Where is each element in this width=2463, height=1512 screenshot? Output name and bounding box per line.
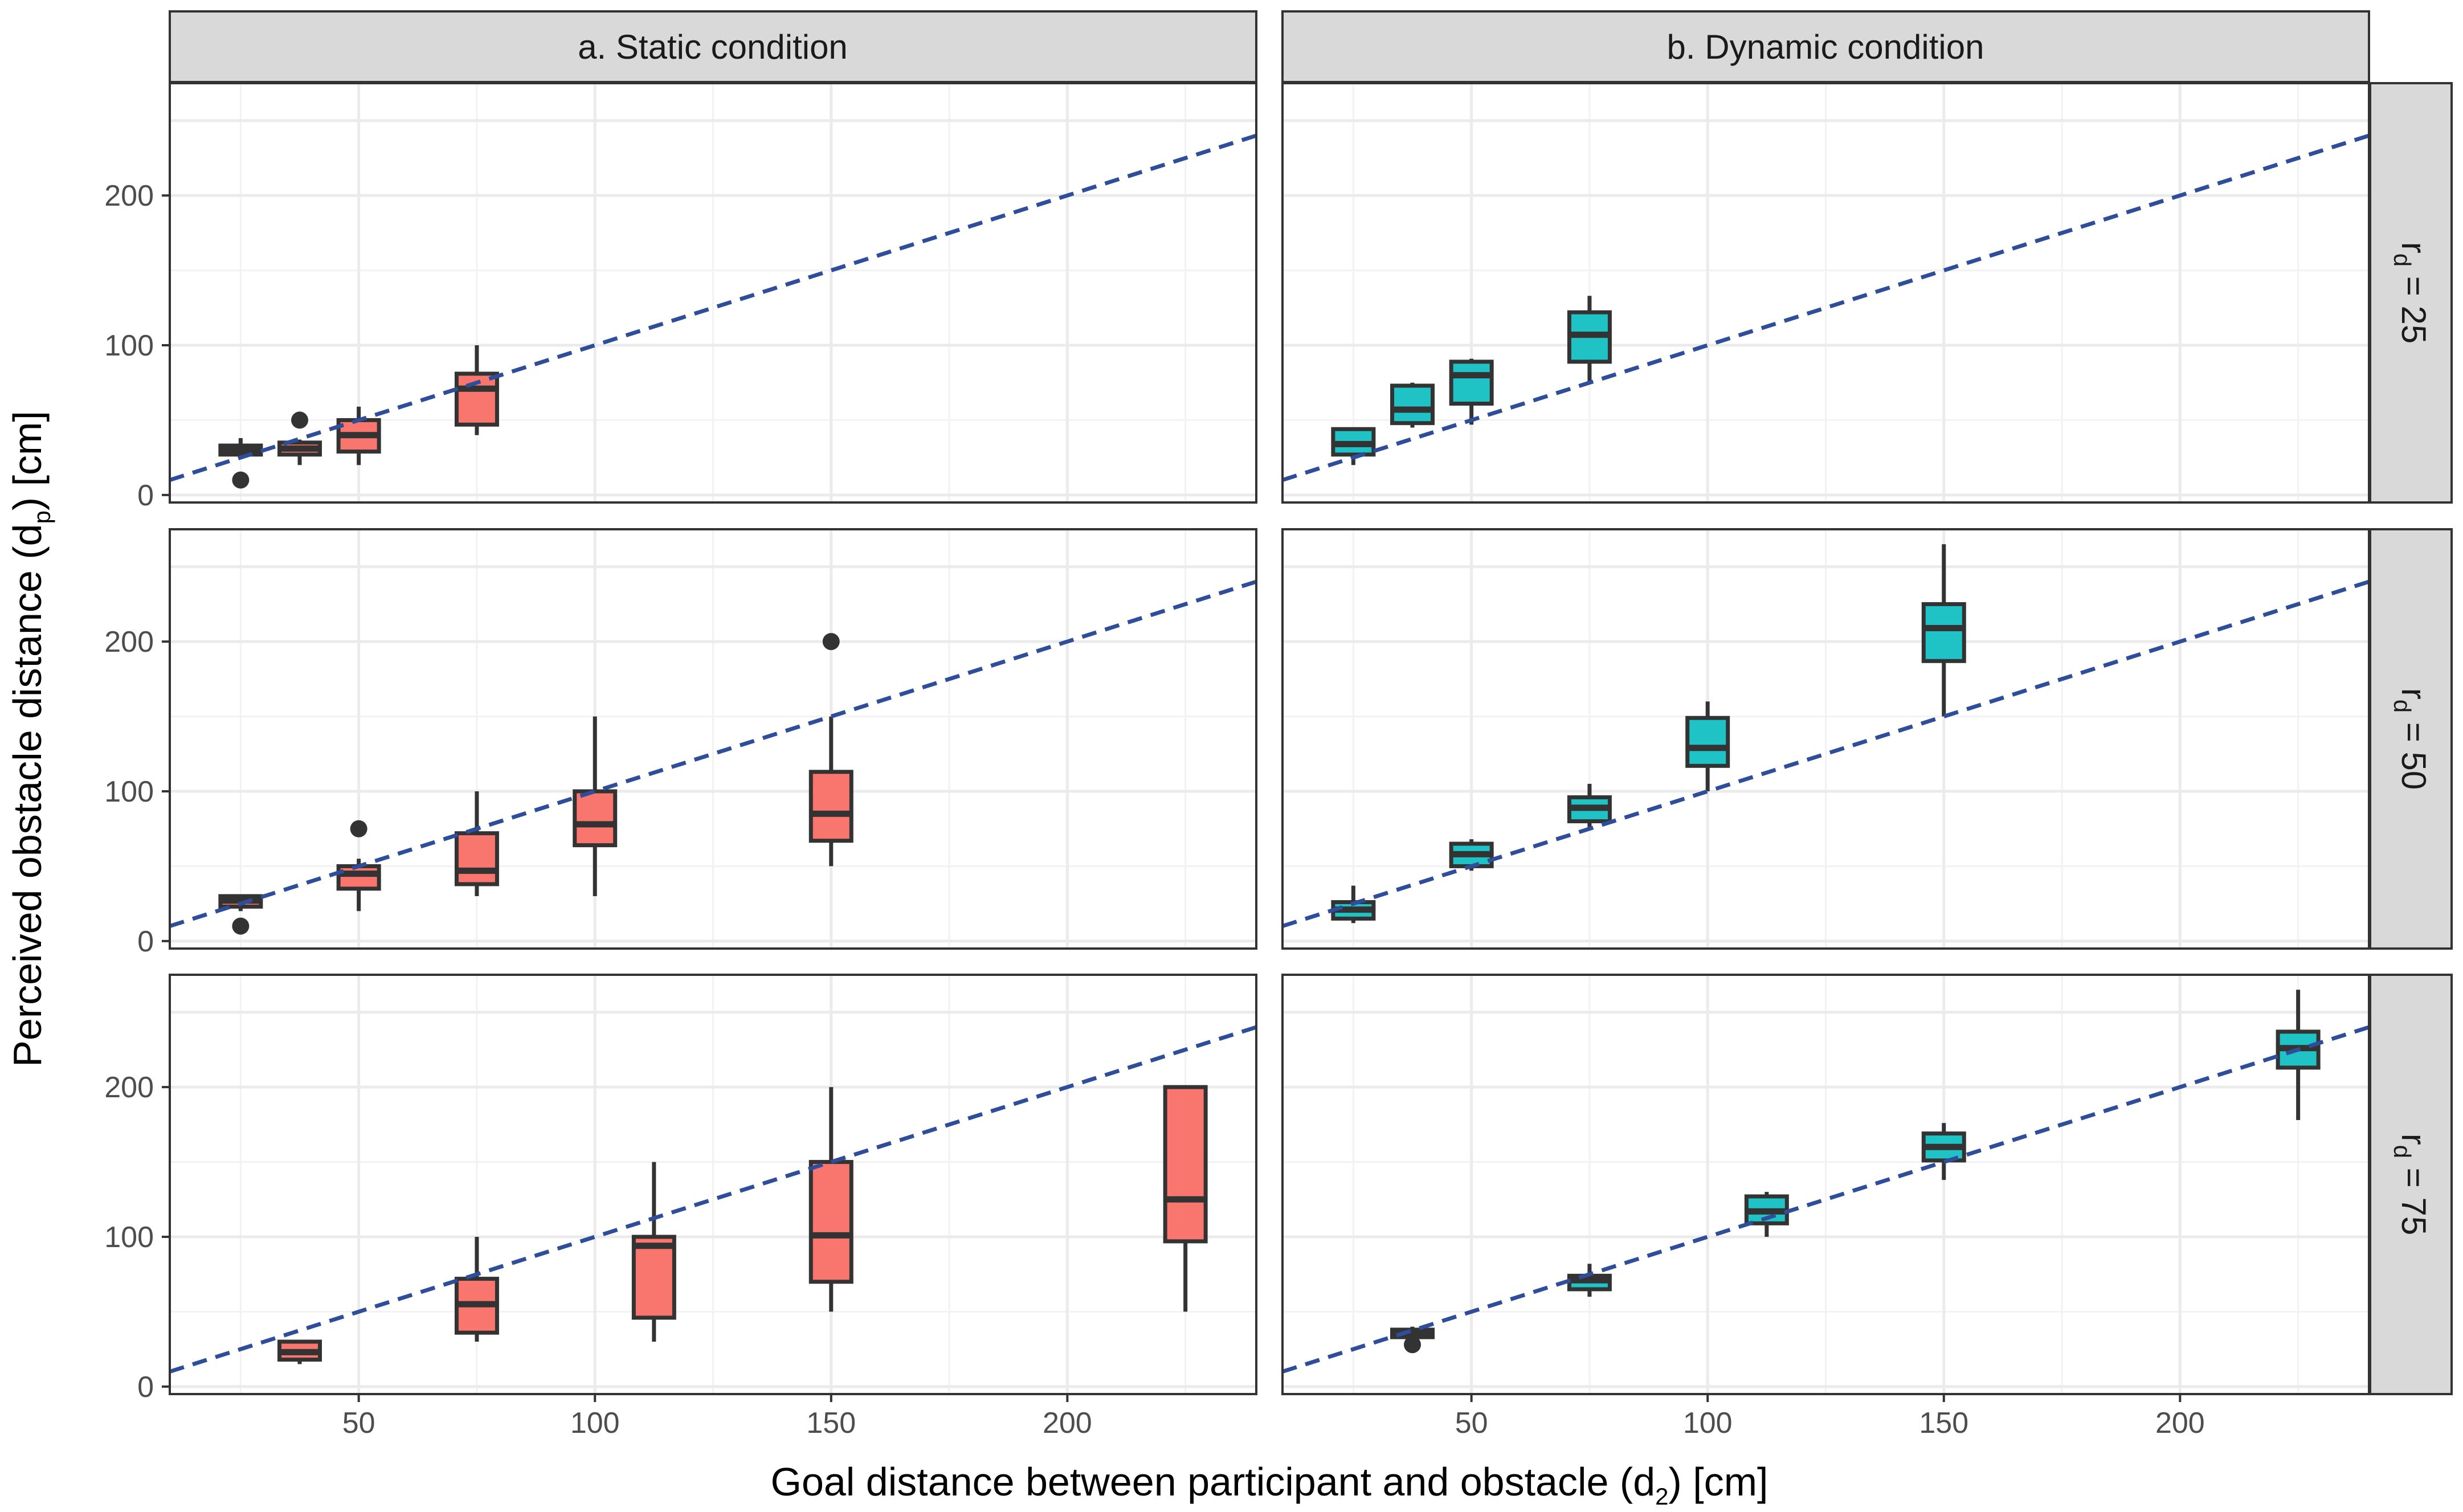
box-x-37.5 <box>277 411 322 465</box>
row-strip-rd-75: rd = 75 <box>2369 974 2453 1395</box>
box-x-75 <box>1567 1264 1612 1297</box>
column-strip-static: a. Static condition <box>169 10 1257 83</box>
y-tick-label: 0 <box>137 925 154 958</box>
row-strip-rd-50: rd = 50 <box>2369 528 2453 950</box>
box-x-150 <box>1921 544 1966 717</box>
panel-border <box>169 82 1257 504</box>
box-x-112.5 <box>631 1162 676 1342</box>
box-x-25 <box>218 894 263 935</box>
y-tick-label: 200 <box>104 626 154 659</box>
box-x-37.5 <box>277 1339 322 1364</box>
x-tick-label: 150 <box>1919 1407 1968 1440</box>
outlier-point <box>291 411 309 429</box>
x-tick-label: 100 <box>1683 1407 1733 1440</box>
y-tick-label: 100 <box>104 775 154 808</box>
panel-dynamic-rd-50 <box>1281 528 2370 950</box>
x-axis-tick-labels: 50 100 150 200 50 100 150 200 <box>342 1407 2205 1440</box>
box-x-50 <box>1449 358 1494 425</box>
box-x-100 <box>573 716 618 896</box>
box-x-50 <box>336 406 381 465</box>
box-x-225 <box>1163 1085 1208 1312</box>
y-axis-tick-labels: 0 100 200 0 100 200 0 100 200 <box>104 179 154 1404</box>
row-strip-rd-75-label: rd = 75 <box>2389 1134 2433 1235</box>
outlier-point <box>350 820 367 837</box>
x-tick-label: 200 <box>2155 1407 2205 1440</box>
outlier-point <box>232 471 250 489</box>
x-axis-title: Goal distance between participant and ob… <box>771 1460 1768 1510</box>
box-iqr <box>573 789 618 848</box>
y-tick-label: 100 <box>104 1221 154 1254</box>
x-tick-label: 100 <box>570 1407 620 1440</box>
box-iqr <box>1921 602 1966 663</box>
panel-static-rd-50 <box>162 528 1257 950</box>
box-iqr <box>1163 1085 1208 1244</box>
box-x-75 <box>454 791 499 896</box>
box-x-75 <box>1567 296 1612 383</box>
box-iqr <box>1390 383 1435 426</box>
outlier-point <box>822 633 840 651</box>
box-iqr <box>631 1235 676 1320</box>
y-tick-label: 0 <box>137 1371 154 1404</box>
box-x-37.5 <box>1390 382 1435 428</box>
x-tick-label: 150 <box>806 1407 856 1440</box>
x-tick-label: 200 <box>1043 1407 1092 1440</box>
box-x-75 <box>1567 783 1612 829</box>
panel-border <box>169 974 1257 1395</box>
panel-border <box>1281 528 2370 950</box>
row-strip-rd-50-label: rd = 50 <box>2389 688 2433 790</box>
panel-dynamic-rd-25 <box>1281 82 2370 504</box>
box-iqr <box>808 1160 853 1284</box>
box-iqr <box>1685 716 1730 768</box>
column-strip-dynamic-label: b. Dynamic condition <box>1667 28 1984 66</box>
column-strip-static-label: a. Static condition <box>578 28 848 66</box>
outlier-point <box>232 917 250 935</box>
box-x-25 <box>1331 427 1376 465</box>
box-x-150 <box>1921 1123 1966 1180</box>
box-iqr <box>454 371 499 427</box>
box-x-100 <box>1685 701 1730 791</box>
outlier-point <box>1404 1336 1422 1354</box>
x-tick-label: 50 <box>342 1407 375 1440</box>
box-x-75 <box>454 345 499 435</box>
box-iqr <box>808 770 853 843</box>
x-tick-label: 50 <box>1455 1407 1488 1440</box>
panel-dynamic-rd-75 <box>1281 974 2370 1402</box>
panel-static-rd-75 <box>162 974 1257 1402</box>
box-x-150 <box>808 1087 853 1312</box>
row-strip-rd-25: rd = 25 <box>2369 82 2453 504</box>
y-tick-label: 200 <box>104 1071 154 1104</box>
box-iqr <box>336 864 381 891</box>
box-x-75 <box>454 1237 499 1342</box>
panel-static-rd-25 <box>162 82 1257 504</box>
row-strip-rd-25-label: rd = 25 <box>2389 242 2433 344</box>
y-axis-title: Perceived obstacle distance (dp) [cm] <box>5 411 55 1067</box>
y-tick-label: 200 <box>104 179 154 213</box>
box-iqr <box>454 831 499 886</box>
y-tick-label: 0 <box>137 479 154 512</box>
panel-border <box>1281 82 2370 504</box>
column-strip-dynamic: b. Dynamic condition <box>1281 10 2370 83</box>
y-tick-label: 100 <box>104 329 154 362</box>
panel-border <box>1281 974 2370 1395</box>
box-iqr <box>1449 359 1494 406</box>
box-x-150 <box>808 633 853 867</box>
panel-border <box>169 528 1257 950</box>
